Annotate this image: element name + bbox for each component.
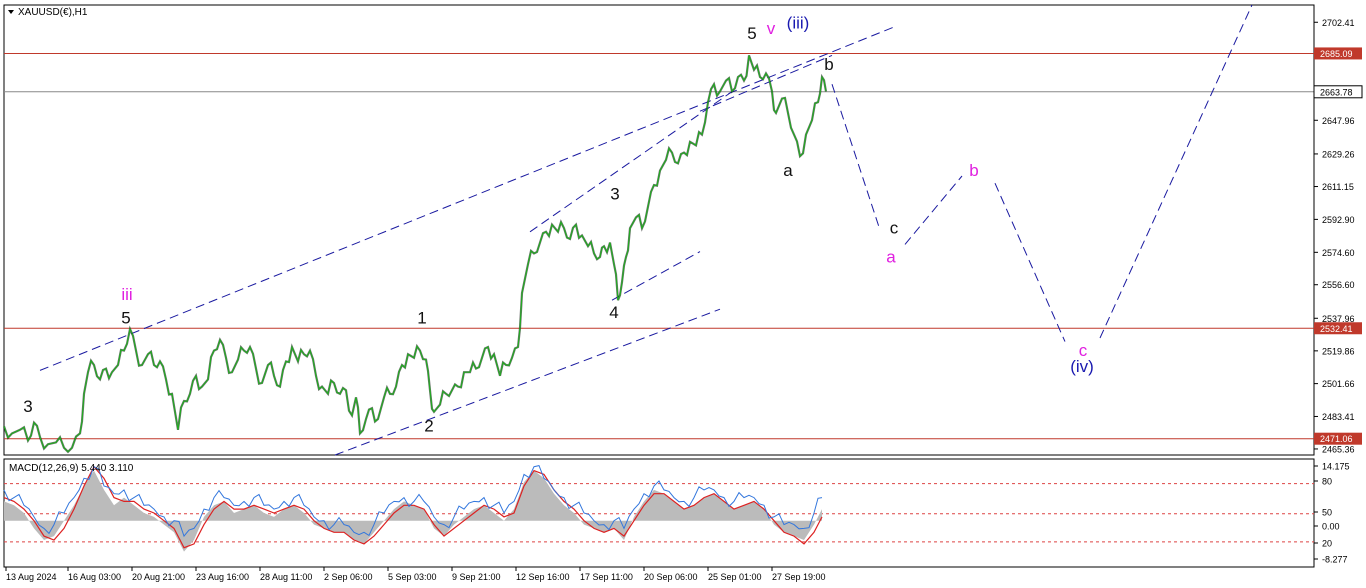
macd-tick-label: 14.175 <box>1322 462 1350 472</box>
price-tick-label: 2702.41 <box>1322 18 1355 28</box>
macd-tick-label: 80 <box>1322 477 1332 487</box>
time-tick-label: 13 Aug 2024 <box>6 572 57 582</box>
price-level-tag <box>1313 85 1363 99</box>
macd-tick-label: -8.277 <box>1322 555 1348 565</box>
projection-segment <box>904 175 963 245</box>
wave-label: 5 <box>121 309 130 328</box>
macd-tick-label: 20 <box>1322 539 1332 549</box>
trend-line <box>334 308 721 456</box>
macd-tick-label: 50 <box>1322 508 1332 518</box>
wave-label: (iii) <box>787 13 810 32</box>
wave-label: 4 <box>609 303 618 322</box>
macd-title: MACD(12,26,9) 5.440 3.110 <box>9 463 134 474</box>
time-tick-label: 16 Aug 03:00 <box>68 572 121 582</box>
wave-label: 3 <box>610 184 619 203</box>
price-tick-label: 2501.66 <box>1322 379 1355 389</box>
price-tick-label: 2537.96 <box>1322 314 1355 324</box>
price-tick-label: 2574.60 <box>1322 248 1355 258</box>
price-level-label: 2532.41 <box>1320 324 1353 334</box>
wave-label: 5 <box>747 24 756 43</box>
projection-segment <box>1099 4 1253 339</box>
time-tick-label: 2 Sep 06:00 <box>324 572 373 582</box>
macd-tick-label: 0.00 <box>1322 522 1340 532</box>
wave-label: iii <box>121 285 132 304</box>
price-level-tag <box>1314 432 1362 445</box>
symbol-label: XAUUSD(€),H1 <box>18 7 88 18</box>
time-tick-label: 5 Sep 03:00 <box>388 572 437 582</box>
time-tick-label: 20 Aug 21:00 <box>132 572 185 582</box>
time-tick-label: 20 Sep 06:00 <box>644 572 698 582</box>
time-tick-label: 17 Sep 11:00 <box>580 572 633 582</box>
wave-label: 1 <box>417 309 426 328</box>
chart-title[interactable]: XAUUSD(€),H1 <box>8 7 88 18</box>
price-tick-label: 2629.26 <box>1322 149 1355 159</box>
price-levels <box>4 52 1314 440</box>
wave-label: c <box>1079 341 1088 360</box>
time-tick-label: 23 Aug 16:00 <box>196 572 249 582</box>
wave-label: c <box>890 219 899 238</box>
price-level-tag <box>1314 322 1362 335</box>
price-level-label: 2471.06 <box>1320 434 1353 444</box>
wave-label: (iv) <box>1070 357 1094 376</box>
price-tick-label: 2519.86 <box>1322 346 1355 356</box>
price-tick-label: 2611.15 <box>1322 182 1354 192</box>
macd-scale: 14.175 80 50 0.00 20 -8.277 <box>1314 462 1350 565</box>
price-level-tag <box>1314 47 1362 60</box>
projection-segment <box>994 182 1066 342</box>
price-tick-label: 2647.96 <box>1322 116 1355 126</box>
projection-segment <box>831 84 881 231</box>
price-level-label: 2663.78 <box>1320 87 1353 97</box>
wave-label: v <box>767 19 776 38</box>
macd-signal-line <box>3 465 823 549</box>
wave-label: 3 <box>23 397 32 416</box>
wave-label: b <box>969 161 978 180</box>
triangle-down-icon[interactable] <box>8 10 14 14</box>
macd-main-line <box>3 465 823 538</box>
projection-path <box>831 4 1253 342</box>
price-series-line <box>3 55 827 453</box>
price-series <box>2 55 828 454</box>
wave-label: 2 <box>424 417 433 436</box>
trend-line <box>611 251 701 301</box>
price-tick-label: 2465.36 <box>1322 444 1355 454</box>
time-tick-label: 12 Sep 16:00 <box>516 572 570 582</box>
time-tick-label: 25 Sep 01:00 <box>708 572 762 582</box>
price-tick-label: 2483.41 <box>1322 412 1355 422</box>
time-tick-label: 28 Aug 11:00 <box>260 572 312 582</box>
wave-label: b <box>824 55 833 74</box>
wave-label: a <box>783 161 793 180</box>
wave-label: a <box>886 247 896 266</box>
price-scale[interactable]: 2702.41 2685.09 2663.78 2647.96 2629.26 2611.… <box>1313 18 1363 455</box>
trend-lines <box>39 26 896 456</box>
macd-pane[interactable]: MACD(12,26,9) 5.440 3.110 <box>3 458 1315 568</box>
time-tick-label: 9 Sep 21:00 <box>452 572 501 582</box>
time-axis[interactable]: 13 Aug 2024 16 Aug 03:00 20 Aug 21:00 23 Au… <box>5 567 826 582</box>
price-level-label: 2685.09 <box>1320 49 1353 59</box>
trend-line <box>699 54 833 112</box>
time-tick-label: 27 Sep 19:00 <box>772 572 826 582</box>
price-tick-label: 2592.90 <box>1322 215 1355 225</box>
price-tick-label: 2556.60 <box>1322 280 1355 290</box>
